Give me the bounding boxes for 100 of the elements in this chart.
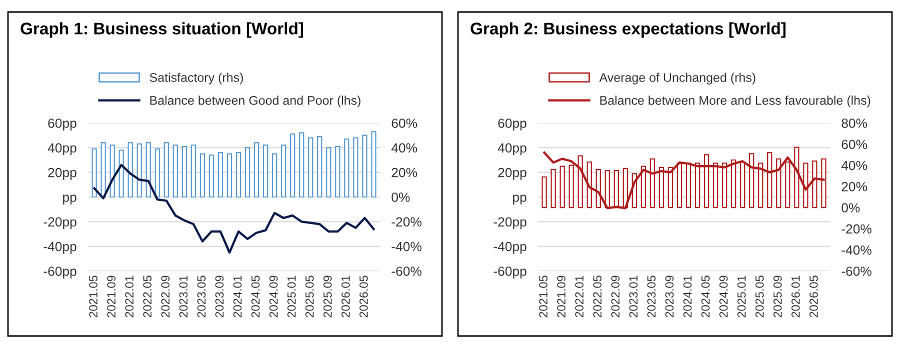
bar xyxy=(146,142,151,198)
bar xyxy=(164,142,169,198)
x-tick-label: 2025.01 xyxy=(287,276,296,318)
x-tick-label: 2026.05 xyxy=(809,276,818,318)
bar xyxy=(299,132,304,198)
x-tick-label: 2025.01 xyxy=(737,276,746,318)
bar xyxy=(128,142,133,198)
bar xyxy=(254,142,260,198)
y2-tick-label: -60% xyxy=(842,266,872,276)
x-tick-label: 2022.01 xyxy=(575,276,584,318)
x-tick-label: 2026.01 xyxy=(791,276,800,318)
bar xyxy=(118,150,124,198)
bar xyxy=(244,147,250,198)
y-tick-label: 40pp xyxy=(498,143,526,156)
y2-tick-label: -40% xyxy=(842,245,872,255)
y-tick-label: pp xyxy=(63,194,76,205)
x-tick-label: 2026.01 xyxy=(341,276,350,318)
bar xyxy=(344,138,350,198)
y2-tick-label: 40% xyxy=(391,143,418,153)
x-tick-label: 2025.09 xyxy=(773,276,782,318)
bar xyxy=(371,131,376,198)
x-tick-label: 2021.05 xyxy=(89,276,98,318)
x-tick-label: 2024.01 xyxy=(233,276,242,318)
chart-title: Graph 2: Business expectations [World] xyxy=(470,22,786,38)
bar xyxy=(172,144,178,198)
y2-tick-label: -20% xyxy=(392,217,422,227)
x-tick-label: 2023.05 xyxy=(197,276,206,318)
bar xyxy=(353,137,358,198)
legend-label: Balance between Good and Poor (lhs) xyxy=(150,96,360,108)
x-tick-label: 2025.05 xyxy=(755,276,764,318)
x-tick-label: 2024.09 xyxy=(719,276,728,318)
bar xyxy=(100,142,106,198)
y2-tick-label: 0% xyxy=(842,203,860,212)
y-tick-label: 20pp xyxy=(48,168,76,180)
legend-label: Satisfactory (rhs) xyxy=(150,72,243,84)
x-tick-label: 2024.09 xyxy=(269,276,278,318)
bar xyxy=(218,152,224,198)
x-tick-label: 2022.01 xyxy=(125,276,134,318)
y2-tick-label: -20% xyxy=(842,224,872,234)
x-tick-label: 2024.05 xyxy=(701,276,710,318)
chart-title: Graph 1: Business situation [World] xyxy=(20,22,304,38)
x-tick-label: 2021.09 xyxy=(557,276,566,318)
y-tick-label: -40pp xyxy=(494,242,526,254)
bar xyxy=(560,166,565,208)
bar xyxy=(542,176,547,208)
x-tick-label: 2022.05 xyxy=(593,276,602,318)
bar xyxy=(154,148,160,198)
y2-tick-label: -40% xyxy=(392,242,422,252)
y-tick-label: -40pp xyxy=(44,242,76,254)
x-tick-label: 2022.09 xyxy=(161,276,170,318)
y-tick-label: -60pp xyxy=(494,266,526,279)
x-tick-label: 2023.01 xyxy=(629,276,638,318)
y-tick-label: pp xyxy=(513,194,526,205)
bar xyxy=(208,154,214,198)
line-series xyxy=(543,151,825,210)
bar xyxy=(326,147,332,198)
bar xyxy=(290,134,296,198)
legend-label: Balance between More and Less favourable (lhs) xyxy=(600,96,870,108)
y-tick-label: 60pp xyxy=(48,118,76,131)
y2-tick-label: 0% xyxy=(392,192,410,202)
x-tick-label: 2023.01 xyxy=(179,276,188,318)
bar xyxy=(317,136,322,198)
bar xyxy=(280,144,286,198)
x-tick-label: 2024.01 xyxy=(683,276,692,318)
y2-tick-label: 60% xyxy=(842,140,868,150)
bar xyxy=(236,152,242,198)
bar xyxy=(190,144,196,198)
legend-label: Average of Unchanged (rhs) xyxy=(599,72,756,84)
bar xyxy=(550,168,556,208)
y-tick-label: -60pp xyxy=(44,266,76,279)
bar xyxy=(200,153,206,198)
bar xyxy=(226,153,232,198)
x-tick-label: 2024.05 xyxy=(251,276,260,318)
x-tick-label: 2023.09 xyxy=(665,276,674,318)
y-tick-label: 40pp xyxy=(48,143,76,156)
x-tick-label: 2023.05 xyxy=(647,276,656,318)
y-tick-label: -20pp xyxy=(494,217,526,230)
x-tick-label: 2023.09 xyxy=(215,276,224,318)
bar xyxy=(136,143,142,198)
y2-tick-label: 40% xyxy=(841,160,868,170)
bar xyxy=(308,137,314,198)
y-tick-label: 60pp xyxy=(498,118,526,131)
x-tick-label: 2021.05 xyxy=(539,276,548,318)
x-tick-label: 2022.09 xyxy=(611,276,620,318)
y2-tick-label: 80% xyxy=(842,118,868,128)
y2-tick-label: -60% xyxy=(392,266,422,276)
y2-tick-label: 60% xyxy=(392,118,418,128)
bar xyxy=(335,146,340,198)
bar xyxy=(362,134,368,198)
y2-tick-label: 20% xyxy=(842,182,868,192)
bar xyxy=(182,146,188,198)
x-tick-label: 2022.05 xyxy=(143,276,152,318)
y2-tick-label: 20% xyxy=(392,168,418,178)
bar xyxy=(92,148,97,198)
x-tick-label: 2025.05 xyxy=(305,276,314,318)
line-series xyxy=(93,164,375,254)
bar xyxy=(262,144,268,198)
x-tick-label: 2026.05 xyxy=(359,276,368,318)
bar xyxy=(272,153,278,198)
y-tick-label: 20pp xyxy=(498,168,526,180)
